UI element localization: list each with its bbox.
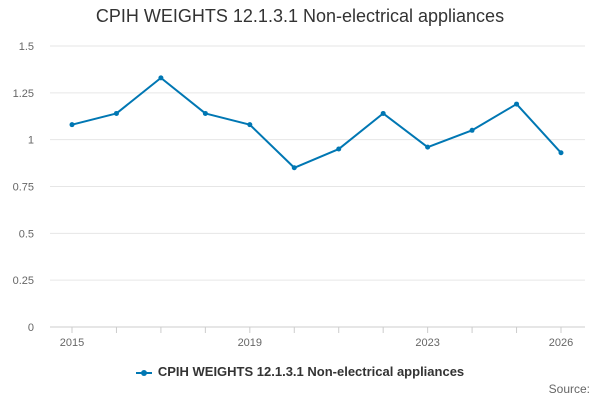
- y-tick-label: 0.5: [19, 228, 34, 240]
- data-point[interactable]: [158, 75, 164, 81]
- data-point[interactable]: [113, 110, 119, 116]
- data-point[interactable]: [291, 165, 297, 171]
- x-tick-label: 2015: [60, 337, 84, 349]
- x-axis-labels: 2015 2019 2023 2026: [60, 337, 573, 349]
- y-tick-label: 0.25: [13, 275, 34, 287]
- x-tick-label: 2026: [549, 337, 573, 349]
- y-tick-label: 1.5: [19, 41, 34, 53]
- y-tick-label: 0: [28, 322, 34, 334]
- series-line[interactable]: [69, 75, 564, 171]
- data-point[interactable]: [336, 146, 342, 152]
- source-label: Source:: [548, 382, 590, 396]
- data-point[interactable]: [69, 122, 75, 128]
- legend[interactable]: CPIH WEIGHTS 12.1.3.1 Non-electrical app…: [0, 364, 600, 379]
- data-point[interactable]: [380, 110, 386, 116]
- x-tick-label: 2023: [415, 337, 439, 349]
- series-path[interactable]: [71, 76, 562, 169]
- grid-lines: [50, 45, 585, 281]
- data-point[interactable]: [425, 144, 431, 150]
- y-tick-label: 0.75: [13, 182, 34, 194]
- data-point[interactable]: [469, 127, 475, 133]
- y-tick-label: 1: [28, 135, 34, 147]
- y-axis-labels: 0 0.25 0.5 0.75 1 1.25 1.5: [13, 41, 34, 334]
- data-point[interactable]: [514, 101, 520, 107]
- x-tick-label: 2019: [238, 337, 262, 349]
- legend-swatch-icon: [135, 369, 152, 376]
- data-point[interactable]: [202, 110, 208, 116]
- data-point[interactable]: [558, 150, 564, 156]
- y-tick-label: 1.25: [13, 88, 34, 100]
- data-point[interactable]: [247, 122, 253, 128]
- legend-label[interactable]: CPIH WEIGHTS 12.1.3.1 Non-electrical app…: [157, 364, 465, 379]
- chart-title: CPIH WEIGHTS 12.1.3.1 Non-electrical app…: [95, 6, 505, 26]
- x-axis: [50, 326, 585, 333]
